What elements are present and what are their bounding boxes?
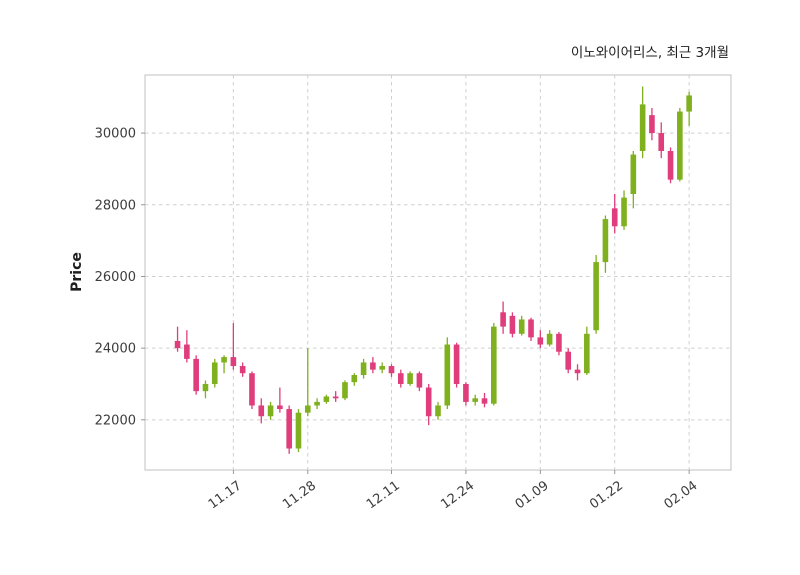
- candle-body-11.11: [193, 358, 199, 392]
- candle-body-02.01: [677, 111, 683, 180]
- candle-body-11.28: [304, 405, 311, 413]
- candle-body-01.25: [639, 104, 646, 151]
- candle-body-01.08: [528, 319, 534, 338]
- candle-body-11.16: [221, 357, 227, 363]
- candle-body-01.16: [584, 333, 590, 374]
- candle-body-01.22: [611, 208, 618, 227]
- candle-body-02.04: [686, 95, 692, 112]
- candle-body-11.29: [314, 401, 320, 406]
- candle-body-01.11: [556, 333, 562, 352]
- candle-body-12.19: [444, 344, 451, 406]
- candle-body-12.13: [407, 373, 413, 384]
- candle-body-11.26: [295, 412, 302, 449]
- candle-body-12.08: [379, 366, 385, 370]
- y-tick-label: 24000: [95, 342, 136, 357]
- candle-body-01.30: [667, 150, 674, 180]
- candle-body-01.17: [593, 262, 599, 331]
- candle-body-12.26: [472, 398, 479, 402]
- x-tick-label: 12.11: [364, 478, 403, 512]
- candle-body-11.17: [230, 357, 237, 367]
- candle-body-11.10: [184, 344, 190, 359]
- candle-body-12.05: [351, 375, 358, 383]
- x-tick-label: 01.22: [587, 478, 626, 512]
- candle-body-12.27: [481, 398, 488, 404]
- candle-layer: [174, 86, 692, 454]
- candle-body-12.18: [435, 405, 441, 417]
- candle-body-01.12: [565, 351, 572, 370]
- candle-body-01.15: [574, 369, 581, 374]
- candle-body-12.14: [416, 373, 423, 388]
- x-tick-label: 01.09: [513, 478, 552, 512]
- candle-body-12.01: [332, 396, 339, 399]
- y-tick-label: 30000: [95, 127, 136, 142]
- y-tick-label: 22000: [95, 413, 136, 428]
- candle-body-12.15: [425, 387, 432, 417]
- candle-body-11.25: [286, 409, 292, 449]
- candle-body-01.19: [602, 219, 609, 263]
- x-tick-label: 11.28: [280, 478, 319, 512]
- candle-body-01.10: [546, 333, 553, 345]
- candle-body-11.15: [211, 362, 218, 384]
- candle-body-11.30: [323, 396, 330, 402]
- candle-body-01.04: [518, 319, 525, 334]
- candle-body-12.28: [491, 326, 497, 404]
- candle-body-11.23: [267, 405, 274, 417]
- candle-body-12.21: [453, 344, 460, 384]
- x-tick-label: 02.04: [662, 478, 701, 512]
- candle-body-01.02: [509, 315, 516, 334]
- candle-body-11.18: [239, 366, 246, 374]
- candle-body-11.14: [202, 383, 209, 392]
- candle-body-01.26: [649, 115, 655, 134]
- candle-body-01.24: [630, 154, 637, 195]
- candle-body-12.12: [397, 373, 404, 384]
- candle-body-12.07: [370, 362, 376, 370]
- candle-body-12.24: [463, 383, 469, 402]
- candle-body-01.23: [621, 197, 627, 227]
- y-axis-label: Price: [69, 252, 85, 292]
- candle-body-12.04: [342, 382, 348, 399]
- candle-body-01.29: [658, 133, 665, 151]
- y-tick-label: 28000: [95, 198, 136, 213]
- candle-body-11.24: [277, 405, 283, 410]
- chart-title: 이노와이어리스, 최근 3개월: [571, 45, 729, 61]
- y-tick-label: 26000: [95, 270, 136, 285]
- x-tick-label: 11.17: [206, 478, 245, 512]
- candle-body-12.29: [500, 312, 506, 327]
- candle-body-11.21: [249, 373, 255, 406]
- candle-body-11.22: [258, 405, 265, 417]
- x-tick-label: 12.24: [438, 478, 477, 512]
- candle-body-12.11: [388, 366, 395, 374]
- candle-body-11.09: [174, 340, 181, 349]
- candle-body-01.09: [537, 337, 544, 345]
- candle-body-12.06: [360, 362, 367, 376]
